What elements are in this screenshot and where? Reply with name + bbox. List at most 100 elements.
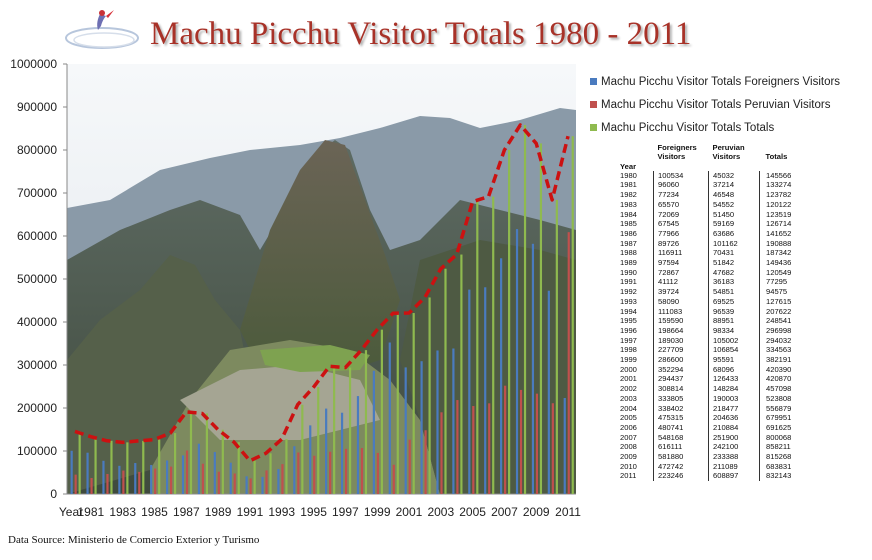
- bar-totals: [492, 196, 495, 494]
- table-cell-foreigners: 308814: [653, 384, 709, 394]
- table-row: 1989 97594 51842 149436: [620, 258, 806, 268]
- bar-foreigners: [420, 361, 423, 494]
- table-cell-year: 2000: [620, 364, 654, 375]
- table-row: 1981 96060 37214 133274: [620, 180, 806, 191]
- bar-totals: [348, 367, 352, 494]
- table-cell-peruvian: 47682: [708, 267, 760, 278]
- bar-totals: [285, 439, 288, 494]
- table-cell-year: 2001: [620, 374, 654, 385]
- table-cell-year: 1997: [620, 335, 654, 346]
- bar-peruvian: [313, 455, 316, 494]
- bar-peruvian: [297, 452, 300, 494]
- bar-peruvian: [154, 468, 157, 494]
- table-cell-year: 1996: [620, 325, 654, 336]
- bar-foreigners: [70, 450, 73, 494]
- table-row: 1987 89726 101162 190888: [620, 238, 806, 249]
- bar-totals: [380, 329, 383, 494]
- table-cell-year: 1986: [620, 228, 654, 239]
- table-cell-foreigners: 100534: [653, 170, 709, 181]
- table-cell-totals: 133274: [766, 180, 792, 190]
- table-cell-year: 2008: [620, 442, 654, 453]
- table-cell-totals: 207622: [766, 306, 792, 316]
- bar-peruvian: [472, 406, 475, 494]
- table-cell-totals: 126714: [766, 219, 792, 229]
- y-tick-label: 500000: [17, 272, 57, 286]
- table-cell-foreigners: 223246: [653, 471, 709, 482]
- bar-totals: [555, 199, 558, 494]
- table-cell-foreigners: 294437: [653, 374, 709, 385]
- table-cell-foreigners: 352294: [653, 364, 709, 375]
- table-row: 1986 77966 63686 141652: [620, 228, 806, 239]
- table-cell-year: 1999: [620, 355, 654, 365]
- table-row: 2010 472742 211089 683831: [620, 461, 806, 472]
- table-cell-peruvian: 37214: [708, 180, 760, 191]
- bar-foreigners: [531, 243, 535, 494]
- bar-totals: [205, 413, 209, 494]
- chart-title: Machu Picchu Visitor Totals 1980 - 2011: [150, 16, 692, 52]
- bar-peruvian: [169, 466, 173, 494]
- bar-peruvian: [408, 439, 411, 494]
- table-cell-year: 1981: [620, 180, 654, 191]
- table-cell-foreigners: 65570: [653, 199, 709, 210]
- table-cell-year: 1982: [620, 190, 654, 200]
- bar-peruvian: [329, 451, 332, 494]
- bar-totals: [189, 411, 193, 494]
- table-cell-totals: 127615: [766, 296, 792, 306]
- table-cell-peruvian: 69525: [708, 296, 760, 307]
- table-cell-foreigners: 333805: [653, 393, 709, 404]
- year-header-cell: [620, 143, 654, 161]
- bar-totals: [173, 433, 177, 494]
- table-cell-totals: 815268: [766, 452, 792, 462]
- y-tick-label: 800000: [17, 143, 57, 157]
- y-tick-label: 1000000: [10, 57, 57, 71]
- bar-totals: [364, 350, 368, 494]
- y-tick-label: 0: [50, 487, 57, 501]
- bar-totals: [508, 149, 511, 494]
- table-cell-year: 2006: [620, 422, 654, 433]
- legend: Machu Picchu Visitor Totals Foreigners V…: [590, 70, 840, 139]
- table-cell-foreigners: 227709: [653, 345, 709, 356]
- table-cell-foreigners: 581880: [653, 452, 709, 462]
- table-cell-totals: 556879: [766, 403, 792, 413]
- bar-foreigners: [404, 367, 407, 494]
- bar-peruvian: [217, 471, 220, 494]
- table-cell-year: 2011: [620, 471, 654, 482]
- table-row: 2002 308814 148284 457098: [620, 384, 806, 394]
- bar-totals: [78, 431, 81, 494]
- table-cell-peruvian: 98334: [708, 325, 760, 336]
- table-cell-peruvian: 54851: [708, 287, 760, 297]
- bar-totals: [158, 439, 161, 494]
- table-cell-totals: 457098: [766, 384, 792, 394]
- table-cell-foreigners: 97594: [653, 258, 709, 268]
- bar-peruvian: [488, 403, 491, 494]
- table-cell-year: 1984: [620, 209, 654, 220]
- x-tick-label: 1989: [205, 505, 232, 519]
- bar-foreigners: [165, 460, 169, 494]
- table-cell-totals: 120549: [766, 267, 792, 277]
- bar-foreigners: [197, 443, 201, 494]
- table-row: 1997 189030 105002 294032: [620, 335, 806, 346]
- bar-peruvian: [424, 430, 427, 494]
- x-tick-label: 2003: [427, 505, 454, 519]
- y-tick-label: 900000: [17, 100, 57, 114]
- table-cell-totals: 248541: [766, 316, 792, 326]
- y-tick-label: 700000: [17, 186, 57, 200]
- bar-foreigners: [277, 469, 280, 494]
- x-tick-label: 2011: [555, 505, 581, 519]
- x-tick-label: 1987: [173, 505, 200, 519]
- bar-peruvian: [265, 470, 268, 494]
- bar-peruvian: [138, 471, 141, 494]
- table-cell-foreigners: 58090: [653, 296, 709, 307]
- legend-item: Machu Picchu Visitor Totals Foreigners V…: [590, 70, 840, 93]
- table-cell-year: 2005: [620, 413, 654, 423]
- bar-foreigners: [484, 287, 487, 494]
- bar-totals: [523, 124, 527, 494]
- bar-peruvian: [281, 464, 284, 494]
- table-row: 1991 41112 36183 77295: [620, 277, 806, 288]
- table-cell-year: 1985: [620, 219, 654, 229]
- table-cell-totals: 420870: [766, 374, 792, 384]
- x-tick-label: 2009: [523, 505, 550, 519]
- legend-label: Machu Picchu Visitor Totals Foreigners V…: [601, 75, 841, 88]
- table-cell-foreigners: 616111: [653, 442, 709, 453]
- x-tick-label: 1985: [141, 505, 168, 519]
